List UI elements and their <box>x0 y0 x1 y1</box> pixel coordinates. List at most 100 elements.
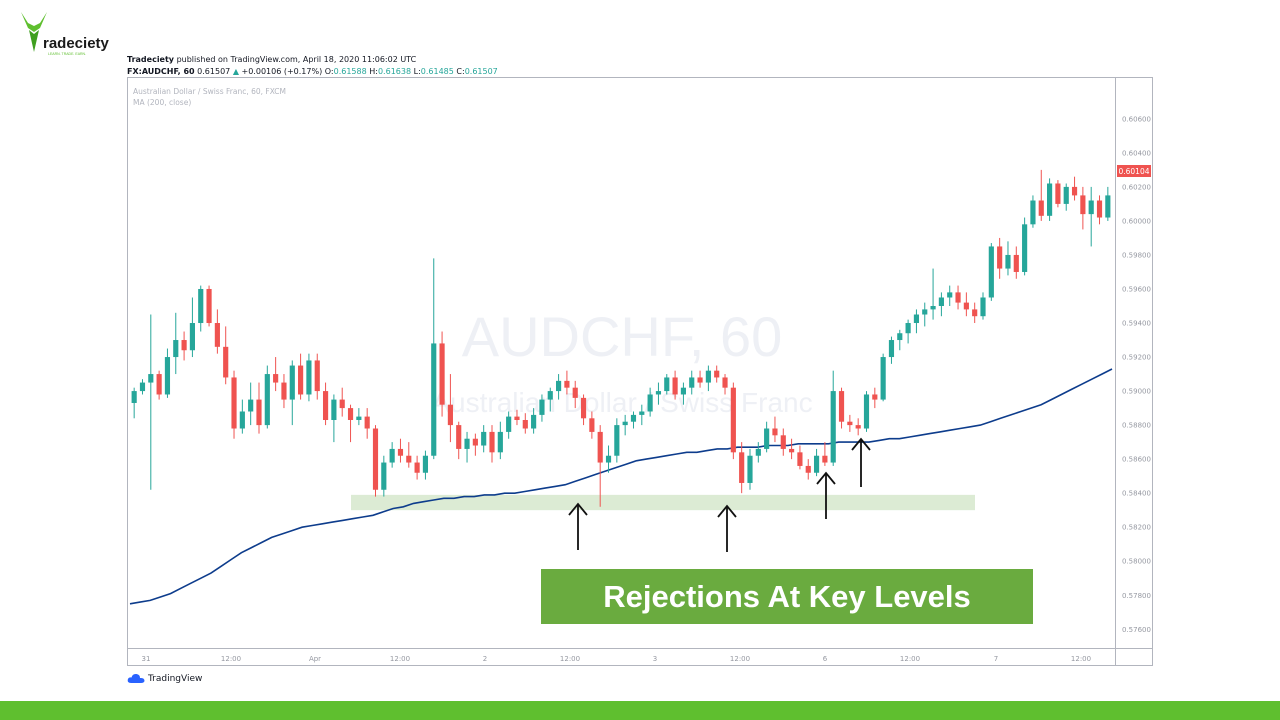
candle <box>356 408 362 426</box>
candle <box>647 387 653 417</box>
y-tick-label: 0.59800 <box>1122 251 1151 259</box>
tradingview-label: TradingView <box>148 673 203 684</box>
tradingview-footer[interactable]: TradingView <box>127 673 202 684</box>
candle <box>539 394 545 422</box>
y-tick-label: 0.59000 <box>1122 388 1151 396</box>
candle-body <box>456 425 462 449</box>
candle-body <box>148 374 154 383</box>
candle <box>1071 176 1078 201</box>
candle <box>922 302 928 327</box>
candle <box>456 421 462 460</box>
candle <box>547 387 553 412</box>
candle-body <box>181 340 187 351</box>
candle-body <box>231 377 237 429</box>
candle <box>397 438 404 463</box>
candle-body <box>564 380 570 388</box>
candle-body <box>356 416 362 420</box>
candle <box>888 336 895 364</box>
candle-body <box>897 333 903 341</box>
bottom-bar <box>0 701 1280 720</box>
candle <box>997 237 1003 279</box>
candle <box>556 374 562 400</box>
candle <box>306 353 312 402</box>
candle-body <box>281 382 287 400</box>
candle-body <box>173 340 179 358</box>
candle <box>298 353 304 400</box>
candle-body <box>880 357 886 400</box>
ohlc-info: FX:AUDCHF, 60 0.61507 ▲ +0.00106 (+0.17%… <box>127 67 498 76</box>
candle-body <box>830 391 836 463</box>
candle <box>522 413 528 434</box>
candle-body <box>789 448 795 453</box>
candle <box>256 382 262 434</box>
low-label: L: <box>413 67 421 76</box>
candle-body <box>514 416 520 420</box>
candle <box>1030 195 1036 228</box>
publish-text: published on TradingView.com, April 18, … <box>176 55 417 64</box>
candle-body <box>1030 200 1036 225</box>
candle-body <box>730 387 736 453</box>
candle-body <box>397 448 404 456</box>
candle <box>705 365 711 392</box>
x-tick-label: 31 <box>142 655 151 663</box>
candle <box>497 421 503 460</box>
candle-body <box>813 455 820 473</box>
candle-body <box>647 394 653 412</box>
author-name[interactable]: Tradeciety <box>127 55 175 64</box>
x-tick-label: 12:00 <box>900 655 920 663</box>
candle <box>439 331 445 417</box>
candle-body <box>755 448 761 456</box>
candle <box>281 374 287 409</box>
cloud-icon <box>127 673 145 683</box>
candle <box>938 292 944 317</box>
candle <box>764 421 770 453</box>
candle-body <box>206 288 212 324</box>
close-value: 0.61507 <box>464 67 498 76</box>
candle-body <box>489 431 495 453</box>
candle <box>672 370 678 400</box>
candle <box>630 411 637 429</box>
legend-indicator: MA (200, close) <box>133 98 191 107</box>
candle <box>747 448 753 490</box>
candle <box>730 382 736 460</box>
candle-body <box>1005 254 1011 269</box>
y-tick-label: 0.57800 <box>1122 592 1151 600</box>
candle-body <box>389 448 395 463</box>
candle <box>855 418 861 436</box>
title-banner: Rejections At Key Levels <box>541 569 1033 624</box>
candle <box>206 285 212 327</box>
price-label: 0.60104 <box>1117 165 1151 177</box>
candle <box>481 425 487 453</box>
y-tick-label: 0.58400 <box>1122 490 1151 498</box>
candle-body <box>472 438 478 446</box>
candle-body <box>406 455 412 463</box>
x-tick-label: 12:00 <box>560 655 580 663</box>
candle-body <box>714 370 720 378</box>
candle-body <box>1022 224 1028 272</box>
candle-body <box>697 377 703 383</box>
candle-body <box>872 394 878 400</box>
candle-body <box>1063 186 1069 204</box>
candle-body <box>822 455 828 463</box>
candle <box>131 387 137 419</box>
candle-body <box>630 414 637 422</box>
y-tick-label: 0.58000 <box>1122 558 1151 566</box>
candle <box>148 314 154 490</box>
legend-instrument: Australian Dollar / Swiss Franc, 60, FXC… <box>133 87 286 96</box>
candle <box>447 374 453 443</box>
candle-body <box>614 425 620 456</box>
logo-tagline: LEARN. TRADE. EARN. <box>48 52 86 56</box>
candle <box>930 268 936 320</box>
candle-body <box>689 377 695 388</box>
price-chart[interactable]: AUDCHF, 60 Australian Dollar / Swiss Fra… <box>0 0 1280 700</box>
candle <box>572 380 578 409</box>
candle-body <box>838 391 845 422</box>
candle-body <box>1071 186 1078 196</box>
rejection-arrow-3 <box>816 471 836 519</box>
candle <box>1088 186 1094 247</box>
publish-info: Tradeciety published on TradingView.com,… <box>127 55 416 64</box>
candle <box>830 370 836 466</box>
candle-body <box>464 438 470 449</box>
candle <box>1005 241 1011 276</box>
candle <box>1022 217 1028 276</box>
